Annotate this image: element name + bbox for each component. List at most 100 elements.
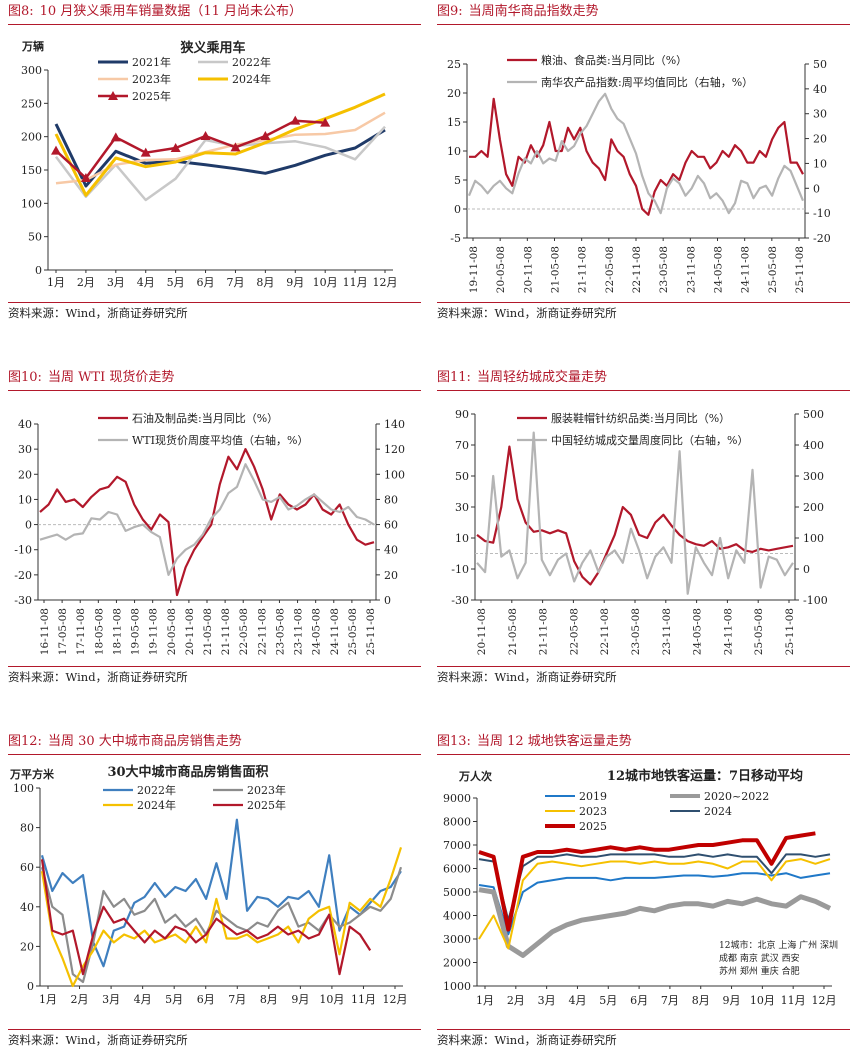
x-tick-label: 23-05-08 <box>630 608 642 655</box>
series-line <box>478 831 816 932</box>
y-tick-label: 90 <box>455 408 469 421</box>
series-line <box>467 92 805 215</box>
legend-label: 2023年 <box>132 72 171 86</box>
series-line <box>39 447 375 597</box>
x-tick-label: 22-11-08 <box>599 608 611 655</box>
y2-tick-label: 140 <box>384 418 405 431</box>
chart-p10: -30 -20 -10 0 10 20 30 40 0 20 40 60 80 100 120 140 16-1… <box>14 411 405 655</box>
y-tick-label: 9000 <box>443 792 471 805</box>
x-tick-label: 1月 <box>39 993 57 1006</box>
source-note: 资料来源：Wind，浙商证券研究所 <box>437 1029 850 1050</box>
y-tick-label: 6000 <box>443 863 471 876</box>
legend-label: 2019 <box>579 790 607 803</box>
y-tick-label: 100 <box>21 197 42 210</box>
x-tick-label: 22-05-08 <box>568 608 580 655</box>
x-tick-label: 9月 <box>286 276 304 289</box>
y-tick-label: 50 <box>455 470 469 483</box>
x-tick-label: 22-05-08 <box>238 608 250 655</box>
x-tick-label: 5月 <box>165 993 183 1006</box>
y-tick-label: 80 <box>20 822 34 835</box>
y2-tick-label: 200 <box>803 501 824 514</box>
series-line <box>478 872 831 936</box>
x-tick-label: 22-05-08 <box>604 246 616 293</box>
y-tick-label: 5000 <box>443 886 471 899</box>
figure-title: 图13: 当周 12 城地铁客运量走势 <box>437 732 850 755</box>
y-tick-label: 60 <box>20 861 34 874</box>
x-tick-label: 21-05-08 <box>550 246 562 293</box>
x-tick-label: 7月 <box>226 276 244 289</box>
x-tick-label: 9月 <box>723 994 741 1007</box>
x-tick-label: 7月 <box>661 994 679 1007</box>
y-tick-label: 5 <box>454 174 461 187</box>
legend-label: WTI现货价周度平均值（右轴，%） <box>132 433 308 447</box>
x-tick-label: 20-11-08 <box>522 246 534 293</box>
series-line <box>476 431 794 595</box>
x-tick-label: 24-05-08 <box>692 608 704 655</box>
y2-tick-label: 40 <box>384 544 398 557</box>
y2-tick-label: 20 <box>813 133 827 146</box>
x-tick-label: 11月 <box>781 994 806 1007</box>
x-tick-label: 25-11-08 <box>794 246 806 293</box>
x-tick-label: 16-11-08 <box>39 608 51 655</box>
x-tick-label: 24-05-08 <box>311 608 323 655</box>
x-tick-label: 18-11-08 <box>111 608 123 655</box>
y-tick-label: 0 <box>25 519 32 532</box>
y2-tick-label: -10 <box>813 207 831 220</box>
x-tick-label: 10月 <box>750 994 775 1007</box>
series-line <box>476 445 794 586</box>
x-tick-label: 1月 <box>47 276 65 289</box>
data-point-marker <box>140 147 151 157</box>
x-tick-label: 8月 <box>692 994 710 1007</box>
y-tick-label: 3000 <box>443 933 471 946</box>
y2-tick-label: 500 <box>803 408 824 421</box>
x-tick-label: 2月 <box>77 276 95 289</box>
data-point-marker <box>110 132 121 142</box>
legend-label: 粮油、食品类:当月同比（%） <box>541 53 687 67</box>
figure-title: 图8: 10 月狭义乘用车销量数据（11 月尚未公布） <box>8 2 421 25</box>
y-tick-label: -10 <box>451 563 469 576</box>
figure-title: 图12: 当周 30 大中城市商品房销售走势 <box>8 732 421 755</box>
y-tick-label: 20 <box>18 468 32 481</box>
series-line <box>54 125 386 202</box>
y-tick-label: 20 <box>20 940 34 953</box>
x-tick-label: 25-05-08 <box>753 608 765 655</box>
x-tick-label: 24-05-08 <box>713 246 725 293</box>
x-tick-label: 21-11-08 <box>577 246 589 293</box>
legend-label: 石油及制品类:当月同比（%） <box>132 411 278 425</box>
chart-title: 狭义乘用车 <box>179 40 245 56</box>
y-tick-label: 10 <box>455 532 469 545</box>
y-tick-label: 300 <box>21 64 42 77</box>
x-tick-label: 3月 <box>538 994 556 1007</box>
y-tick-label: -30 <box>14 594 32 607</box>
x-tick-label: 6月 <box>630 994 648 1007</box>
data-point-marker <box>170 143 181 152</box>
y2-tick-label: 40 <box>813 83 827 96</box>
legend-label: 2024年 <box>137 798 176 812</box>
x-tick-label: 20-11-08 <box>184 608 196 655</box>
x-tick-label: 19-11-08 <box>148 608 160 655</box>
legend-label: 南华农产品指数:周平均值同比（右轴，%） <box>541 75 753 89</box>
y-tick-label: 20 <box>447 87 461 100</box>
chart-title: 30大中城市商品房销售面积 <box>107 764 268 780</box>
x-tick-label: 6月 <box>197 276 215 289</box>
x-tick-label: 22-11-08 <box>631 246 643 293</box>
y2-tick-label: 50 <box>813 58 827 71</box>
x-tick-label: 20-11-08 <box>476 608 488 655</box>
note-text: 12城市：北京 上海 广州 深圳 <box>719 939 838 951</box>
series-line <box>55 119 326 180</box>
y2-tick-label: 10 <box>813 157 827 170</box>
x-tick-label: 23-11-08 <box>293 608 305 655</box>
x-tick-label: 20-05-08 <box>495 246 507 293</box>
x-tick-label: 24-11-08 <box>722 608 734 655</box>
x-tick-label: 23-05-08 <box>658 246 670 293</box>
x-tick-label: 23-11-08 <box>685 246 697 293</box>
data-point-marker <box>320 117 331 127</box>
source-note: 资料来源：Wind，浙商证券研究所 <box>437 666 850 687</box>
y-unit-label: 万辆 <box>21 39 44 53</box>
y2-tick-label: 60 <box>384 519 398 532</box>
series-line <box>478 853 831 922</box>
x-tick-label: 3月 <box>107 276 125 289</box>
x-tick-label: 2月 <box>71 993 89 1006</box>
y2-tick-label: 0 <box>384 594 391 607</box>
y-tick-label: 0 <box>27 980 34 993</box>
